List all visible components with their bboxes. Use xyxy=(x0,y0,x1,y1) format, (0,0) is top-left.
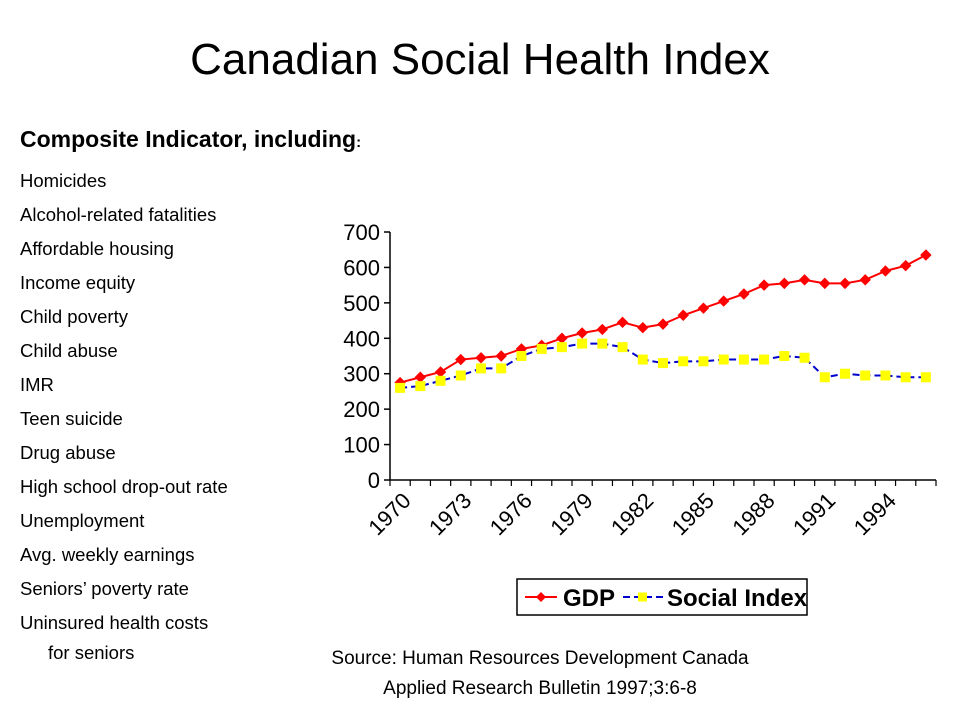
source-line-2: Applied Research Bulletin 1997;3:6-8 xyxy=(383,678,697,699)
social-index-point xyxy=(658,358,668,369)
gdp-point xyxy=(697,302,710,314)
y-tick-label: 700 xyxy=(343,220,380,245)
gdp-point xyxy=(434,366,447,378)
gdp-point xyxy=(495,350,507,362)
social-index-point xyxy=(496,363,507,374)
gdp-point xyxy=(556,332,568,344)
indicator-item: for seniors xyxy=(48,642,135,663)
social-index-point xyxy=(799,352,810,363)
legend-gdp-label: GDP xyxy=(563,585,615,612)
y-tick-label: 200 xyxy=(343,397,380,422)
subheading-colon: : xyxy=(356,134,362,151)
y-tick-label: 400 xyxy=(343,326,380,351)
gdp-point xyxy=(819,277,831,290)
social-index-point xyxy=(738,354,749,365)
gdp-point xyxy=(455,353,467,366)
gdp-point xyxy=(596,323,609,336)
x-tick-label: 1979 xyxy=(545,488,597,540)
gdp-point xyxy=(677,309,689,321)
y-tick-label: 0 xyxy=(368,468,380,493)
x-tick-label: 1988 xyxy=(727,488,779,540)
gdp-point xyxy=(859,274,871,286)
legend-social-marker xyxy=(638,592,647,602)
gdp-point xyxy=(758,279,770,291)
y-tick-label: 300 xyxy=(343,362,380,387)
gdp-point xyxy=(839,277,851,290)
indicator-item: Uninsured health costs xyxy=(20,612,209,633)
x-tick-label: 1991 xyxy=(788,488,840,540)
social-index-point xyxy=(637,354,648,365)
social-index-point xyxy=(718,354,729,365)
indicator-item: Unemployment xyxy=(20,510,145,531)
social-index-point xyxy=(395,382,406,393)
indicator-item: Teen suicide xyxy=(20,408,123,429)
gdp-point xyxy=(717,295,730,307)
gdp-point xyxy=(798,274,811,286)
y-tick-label: 100 xyxy=(343,433,380,458)
gdp-point xyxy=(637,321,649,334)
indicator-item: Homicides xyxy=(20,170,107,191)
gdp-point xyxy=(657,318,669,330)
social-index-point xyxy=(556,342,567,353)
social-index-point xyxy=(476,363,486,374)
x-tick-label: 1973 xyxy=(424,488,476,540)
indicator-item: Seniors’ poverty rate xyxy=(20,578,189,599)
subheading-text: Composite Indicator, including xyxy=(20,126,357,152)
y-tick-label: 600 xyxy=(343,255,380,280)
gdp-point xyxy=(778,277,791,290)
social-index-point xyxy=(415,381,426,392)
indicator-item: IMR xyxy=(20,374,54,395)
gdp-point xyxy=(414,371,427,383)
indicator-item: Income equity xyxy=(20,272,136,293)
gdp-point xyxy=(616,316,629,329)
social-index-point xyxy=(759,354,770,365)
social-index-point xyxy=(597,338,608,349)
social-index-point xyxy=(617,342,628,353)
source-citation: Source: Human Resources Development Cana… xyxy=(330,644,750,704)
social-index-point xyxy=(516,351,527,361)
social-index-point xyxy=(698,356,709,367)
indicator-item: Child abuse xyxy=(20,340,118,361)
social-index-point xyxy=(920,372,931,383)
x-tick-label: 1982 xyxy=(606,488,658,540)
x-tick-label: 1970 xyxy=(363,488,415,540)
social-index-point xyxy=(779,351,790,361)
social-index-point xyxy=(900,372,911,383)
gdp-point xyxy=(475,352,487,364)
social-index-point xyxy=(819,372,830,383)
indicator-item: Child poverty xyxy=(20,306,128,327)
x-tick-label: 1985 xyxy=(667,488,719,540)
indicator-item: Affordable housing xyxy=(20,238,174,259)
gdp-point xyxy=(920,249,932,261)
gdp-point xyxy=(879,265,892,277)
series-line-social-index xyxy=(400,342,926,389)
social-index-point xyxy=(678,356,689,367)
slide-title: Canadian Social Health Index xyxy=(190,35,770,84)
source-line-1: Source: Human Resources Development Cana… xyxy=(331,648,749,669)
y-tick-label: 500 xyxy=(343,291,380,316)
legend-gdp-marker xyxy=(536,592,546,602)
social-index-point xyxy=(577,338,588,349)
indicator-list: Homicides Alcohol-related fatalities Affor… xyxy=(20,164,228,670)
gdp-point xyxy=(576,327,588,339)
social-index-point xyxy=(435,375,446,386)
social-index-point xyxy=(536,343,547,354)
gdp-point xyxy=(899,259,912,272)
indicator-item: Avg. weekly earnings xyxy=(20,544,195,565)
indicator-item: Drug abuse xyxy=(20,442,116,463)
social-index-point xyxy=(455,370,466,381)
gdp-point xyxy=(738,288,750,300)
subheading: Composite Indicator, including: xyxy=(20,126,361,153)
social-index-point xyxy=(880,370,891,381)
x-tick-label: 1994 xyxy=(849,488,901,540)
indicator-item: High school drop-out rate xyxy=(20,476,228,497)
indicator-item: Alcohol-related fatalities xyxy=(20,204,217,225)
social-index-point xyxy=(840,368,850,379)
x-tick-label: 1976 xyxy=(485,488,537,540)
legend-social-label: Social Index xyxy=(667,585,808,612)
social-index-point xyxy=(860,370,871,381)
